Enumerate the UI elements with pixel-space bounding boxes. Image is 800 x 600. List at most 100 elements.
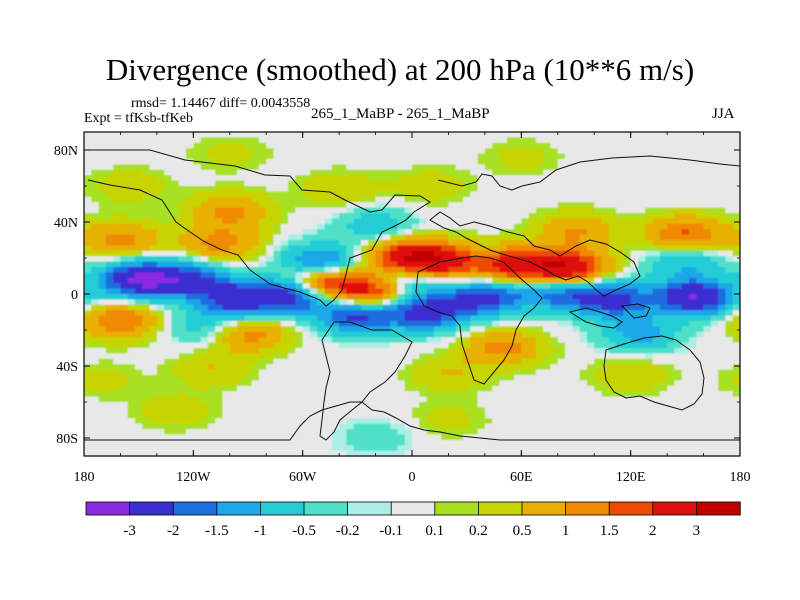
field-cell: [339, 277, 347, 284]
field-cell: [178, 245, 187, 252]
field-cell: [484, 196, 493, 203]
field-cell: [521, 348, 530, 354]
field-cell: [339, 418, 347, 425]
field-cell: [696, 191, 705, 198]
field-cell: [390, 191, 399, 198]
field-cell: [441, 213, 450, 219]
field-cell: [317, 234, 326, 241]
field-cell: [84, 272, 92, 279]
field-cell: [557, 391, 566, 398]
field-cell: [579, 326, 588, 333]
field-cell: [215, 418, 224, 425]
field-cell: [623, 412, 632, 419]
field-cell: [302, 315, 311, 322]
field-cell: [528, 159, 537, 165]
field-cell: [616, 277, 624, 284]
field-cell: [572, 191, 581, 198]
field-cell: [543, 202, 552, 209]
field-cell: [608, 348, 617, 354]
field-cell: [84, 337, 92, 344]
field-cell: [623, 315, 632, 322]
field-cell: [463, 391, 471, 398]
field-cell: [637, 364, 646, 371]
field-cell: [317, 310, 326, 317]
field-cell: [535, 250, 544, 257]
field-cell: [207, 196, 216, 203]
field-cell: [171, 358, 180, 365]
field-cell: [331, 137, 340, 144]
field-cell: [499, 288, 508, 295]
field-cell: [164, 412, 173, 419]
field-cell: [732, 191, 740, 198]
field-cell: [426, 245, 435, 252]
field-cell: [426, 412, 435, 419]
field-cell: [572, 294, 581, 300]
field-cell: [237, 385, 245, 392]
field-cell: [266, 342, 275, 349]
field-cell: [448, 348, 457, 354]
field-cell: [98, 375, 107, 381]
field-cell: [266, 245, 275, 252]
field-cell: [273, 304, 282, 311]
field-cell: [178, 358, 187, 365]
field-cell: [586, 304, 595, 311]
field-cell: [324, 277, 333, 284]
field-cell: [528, 331, 537, 338]
field-cell: [149, 207, 158, 214]
field-cell: [149, 380, 158, 387]
field-cell: [266, 250, 275, 257]
field-cell: [725, 304, 734, 311]
field-cell: [674, 299, 683, 306]
field-cell: [681, 353, 690, 360]
field-cell: [586, 407, 595, 414]
field-cell: [645, 294, 654, 300]
field-cell: [535, 218, 544, 225]
field-cell: [288, 299, 296, 306]
field-cell: [659, 196, 668, 203]
field-cell: [258, 364, 267, 371]
field-cell: [637, 407, 646, 414]
field-cell: [506, 353, 515, 360]
field-cell: [156, 369, 165, 376]
field-cell: [324, 299, 333, 306]
field-cell: [368, 132, 377, 138]
field-cell: [288, 240, 296, 246]
field-cell: [178, 348, 187, 354]
field-cell: [710, 137, 719, 144]
field-cell: [193, 353, 202, 360]
field-cell: [207, 412, 216, 419]
field-cell: [441, 261, 450, 268]
field-cell: [477, 358, 486, 365]
field-cell: [637, 321, 646, 327]
field-cell: [390, 375, 399, 381]
field-cell: [725, 342, 734, 349]
field-cell: [696, 256, 705, 263]
field-cell: [186, 348, 194, 354]
field-cell: [514, 299, 522, 306]
field-cell: [91, 369, 100, 376]
field-cell: [404, 402, 413, 408]
field-cell: [484, 142, 493, 149]
field-cell: [586, 337, 595, 344]
field-cell: [448, 310, 457, 317]
field-cell: [105, 288, 114, 295]
field-cell: [382, 364, 391, 371]
field-cell: [550, 380, 559, 387]
field-cell: [630, 148, 639, 155]
field-cell: [652, 283, 661, 290]
field-cell: [667, 261, 675, 268]
field-cell: [164, 245, 173, 252]
field-cell: [251, 132, 260, 138]
field-cell: [586, 321, 595, 327]
field-cell: [514, 385, 522, 392]
field-cell: [637, 191, 646, 198]
field-cell: [718, 202, 727, 209]
field-cell: [433, 245, 442, 252]
field-cell: [375, 186, 384, 192]
field-cell: [375, 429, 384, 435]
field-cell: [521, 337, 530, 344]
field-cell: [492, 391, 501, 398]
field-cell: [535, 213, 544, 219]
field-cell: [142, 402, 151, 408]
field-cell: [339, 375, 347, 381]
